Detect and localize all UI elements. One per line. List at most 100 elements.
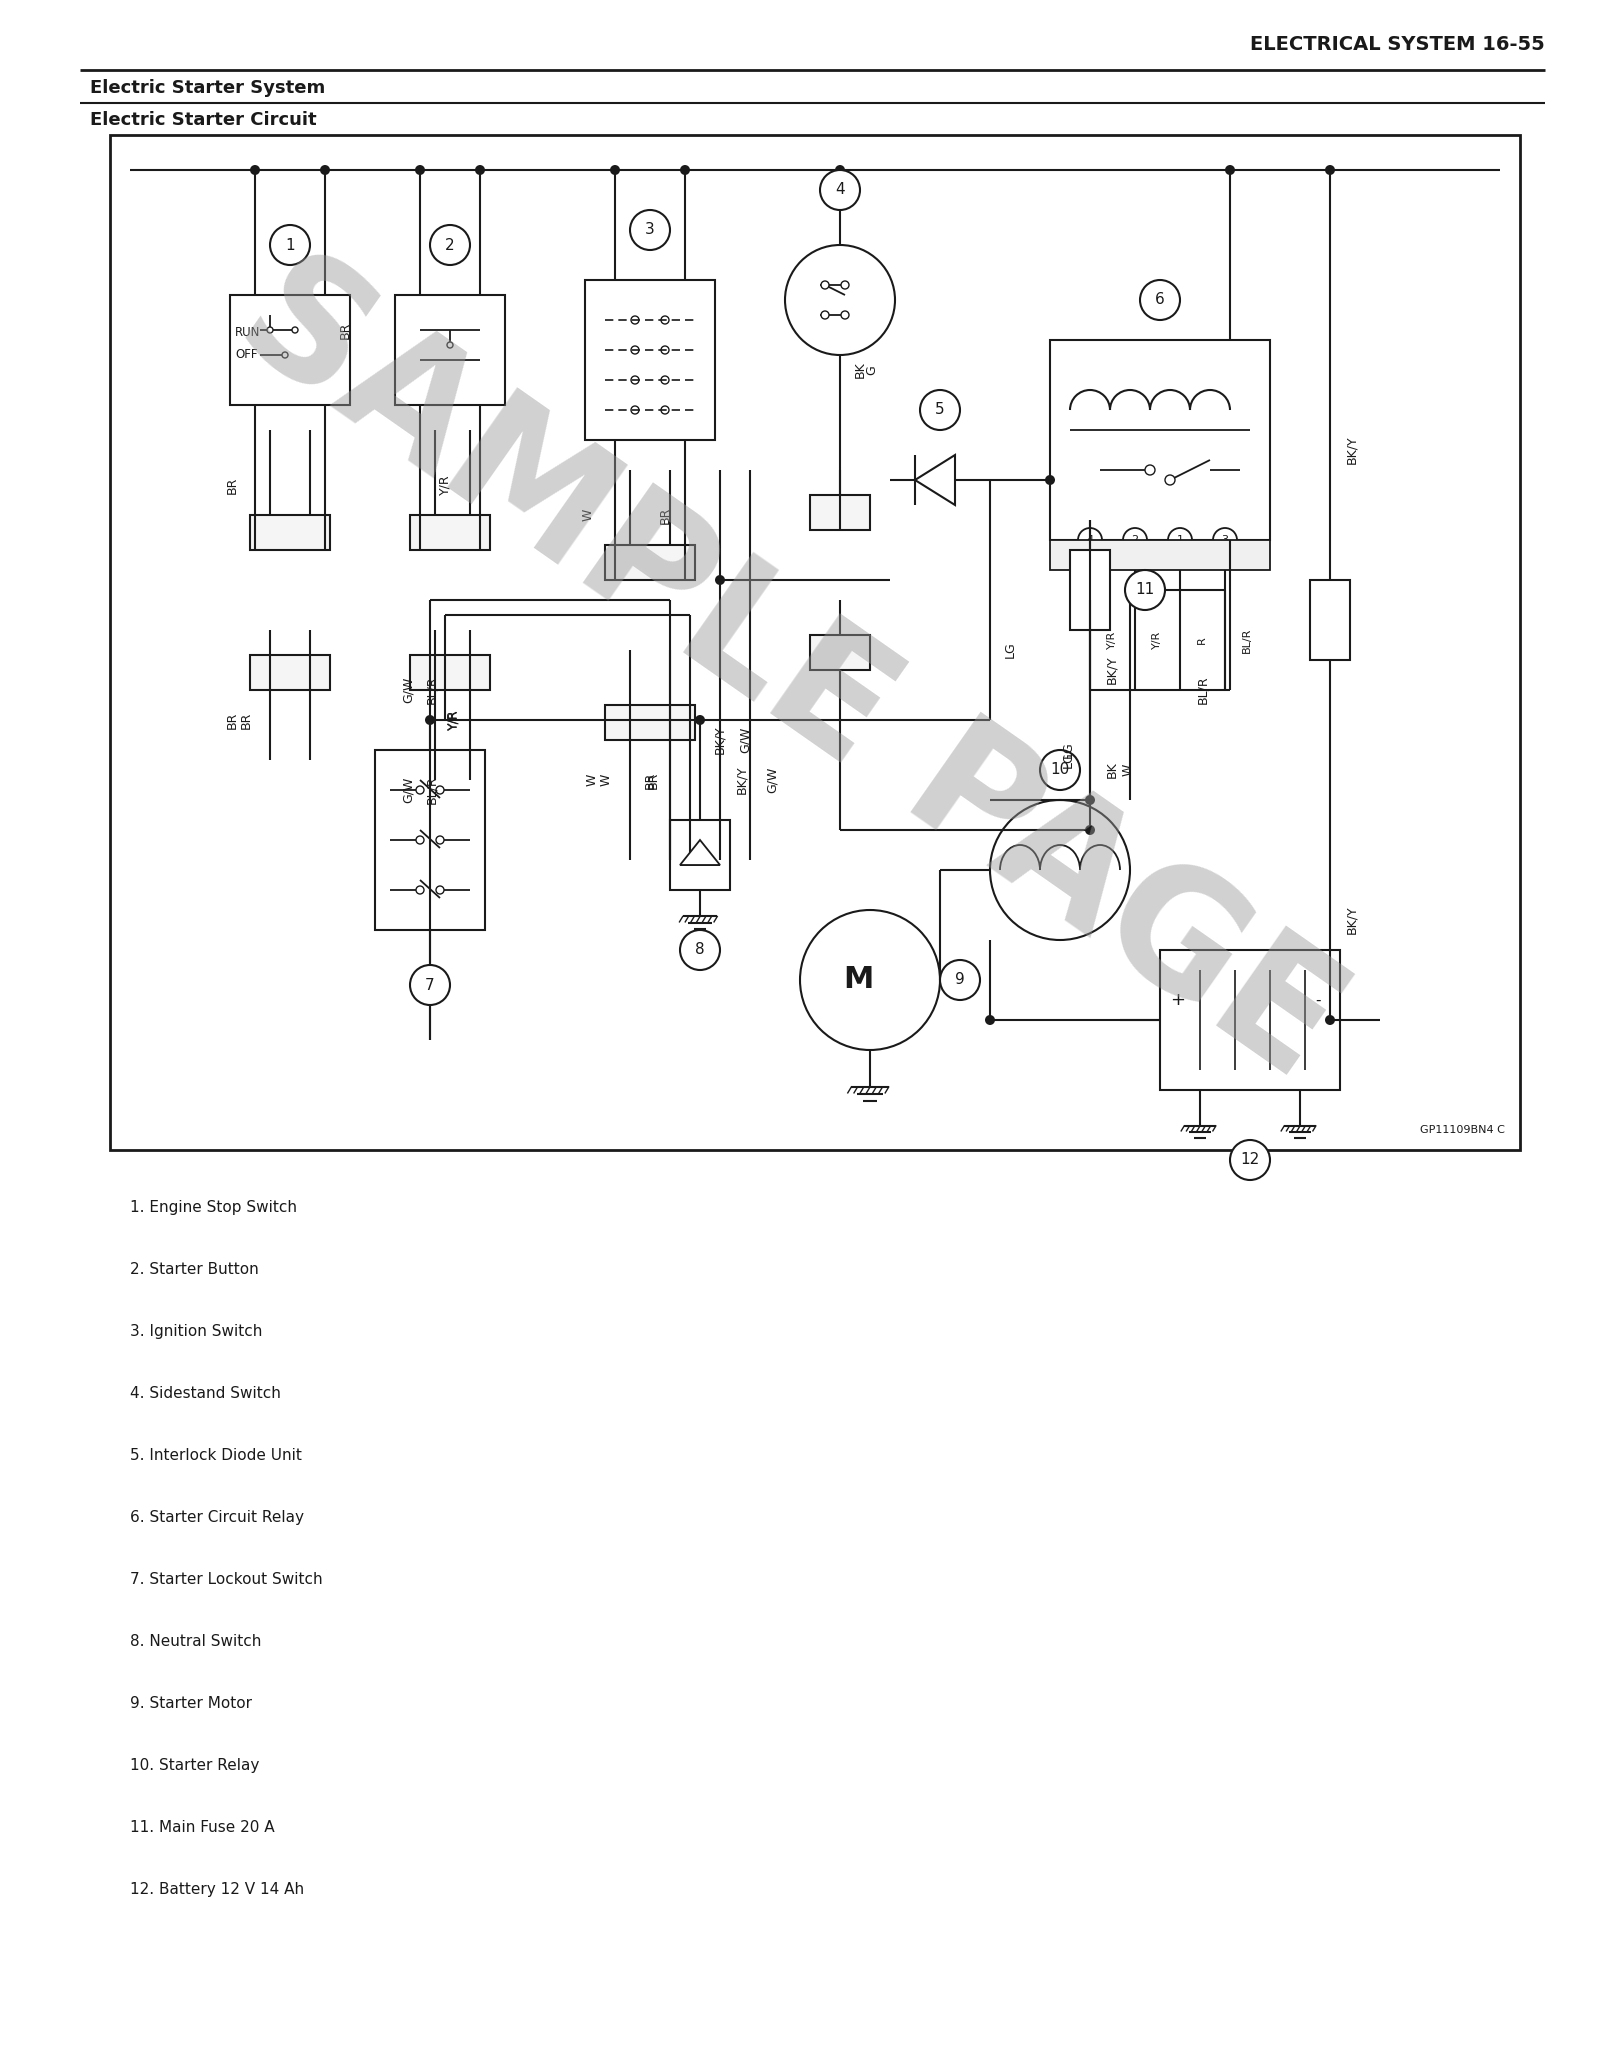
Bar — [1310, 580, 1350, 660]
Text: W: W — [600, 774, 613, 787]
Text: 4. Sidestand Switch: 4. Sidestand Switch — [130, 1387, 282, 1401]
Circle shape — [661, 317, 669, 325]
Text: 3: 3 — [1221, 534, 1229, 544]
Circle shape — [661, 346, 669, 354]
Circle shape — [630, 377, 638, 385]
Text: 3. Ignition Switch: 3. Ignition Switch — [130, 1325, 262, 1339]
Circle shape — [320, 166, 330, 176]
Circle shape — [835, 166, 845, 176]
Polygon shape — [680, 840, 720, 865]
Text: 7. Starter Lockout Switch: 7. Starter Lockout Switch — [130, 1571, 323, 1588]
Circle shape — [920, 389, 960, 431]
Circle shape — [800, 911, 941, 1049]
Circle shape — [630, 209, 670, 250]
Text: -: - — [1315, 992, 1320, 1008]
Text: 11: 11 — [1136, 582, 1155, 598]
Text: +: + — [1170, 992, 1186, 1008]
Circle shape — [630, 406, 638, 414]
Bar — [605, 544, 694, 580]
Circle shape — [715, 575, 725, 586]
Text: 8. Neutral Switch: 8. Neutral Switch — [130, 1633, 261, 1650]
Bar — [586, 279, 715, 441]
Circle shape — [410, 965, 450, 1006]
Text: R: R — [1197, 635, 1206, 644]
Circle shape — [1230, 1141, 1270, 1180]
Bar — [410, 654, 490, 689]
Circle shape — [1226, 166, 1235, 176]
Circle shape — [842, 310, 850, 319]
Text: W: W — [581, 509, 595, 522]
Text: RUN: RUN — [235, 325, 261, 339]
Text: M: M — [843, 965, 874, 994]
Text: G/W: G/W — [739, 727, 752, 753]
Circle shape — [941, 960, 979, 1000]
Circle shape — [1085, 826, 1094, 834]
Text: BK/Y: BK/Y — [1106, 656, 1118, 685]
Text: 2. Starter Button: 2. Starter Button — [130, 1263, 259, 1277]
Text: Y/R: Y/R — [1152, 631, 1162, 650]
Circle shape — [267, 327, 274, 333]
Text: BR: BR — [643, 772, 656, 789]
Text: LG: LG — [1003, 642, 1016, 658]
Bar — [230, 296, 350, 406]
Text: Y/R: Y/R — [1107, 631, 1117, 650]
Text: BR: BR — [226, 476, 238, 493]
Circle shape — [426, 714, 435, 724]
Text: ELECTRICAL SYSTEM 16-55: ELECTRICAL SYSTEM 16-55 — [1250, 35, 1546, 54]
Bar — [250, 654, 330, 689]
Text: G: G — [866, 364, 878, 375]
Circle shape — [250, 166, 259, 176]
Circle shape — [270, 226, 310, 265]
Text: G/W: G/W — [402, 776, 414, 803]
Text: 4: 4 — [1086, 534, 1093, 544]
Circle shape — [680, 166, 690, 176]
Circle shape — [282, 352, 288, 358]
Text: W: W — [586, 774, 598, 787]
Circle shape — [842, 282, 850, 290]
Circle shape — [694, 714, 706, 724]
Text: 7: 7 — [426, 977, 435, 992]
Circle shape — [435, 886, 445, 894]
Circle shape — [430, 226, 470, 265]
Text: Y/R: Y/R — [438, 474, 451, 495]
Text: G/W: G/W — [765, 766, 779, 793]
Text: 1: 1 — [1176, 534, 1184, 544]
Text: 1. Engine Stop Switch: 1. Engine Stop Switch — [130, 1201, 298, 1215]
Text: BL/R: BL/R — [1197, 675, 1210, 704]
Bar — [374, 749, 485, 929]
Text: 10: 10 — [1050, 762, 1070, 778]
Text: 2: 2 — [1131, 534, 1139, 544]
Text: Y/R: Y/R — [446, 710, 459, 731]
Text: BK/Y: BK/Y — [1346, 435, 1358, 464]
Circle shape — [416, 787, 424, 795]
Text: Electric Starter System: Electric Starter System — [90, 79, 325, 97]
Text: BR: BR — [659, 507, 672, 524]
Bar — [1070, 551, 1110, 629]
Text: 5: 5 — [934, 402, 946, 418]
Bar — [810, 635, 870, 671]
Text: 12. Battery 12 V 14 Ah: 12. Battery 12 V 14 Ah — [130, 1882, 304, 1896]
Bar — [810, 495, 870, 530]
Text: 12: 12 — [1240, 1153, 1259, 1167]
Text: BL/R: BL/R — [426, 675, 438, 704]
Text: 9. Starter Motor: 9. Starter Motor — [130, 1695, 253, 1712]
Bar — [250, 515, 330, 551]
Bar — [410, 515, 490, 551]
Text: G/W: G/W — [402, 677, 414, 704]
Text: 8: 8 — [694, 942, 706, 958]
Text: 9: 9 — [955, 973, 965, 987]
Polygon shape — [915, 455, 955, 505]
Text: SAMPLE PAGE: SAMPLE PAGE — [210, 230, 1370, 1110]
Text: 1: 1 — [285, 238, 294, 253]
Text: 3: 3 — [645, 221, 654, 238]
Bar — [605, 706, 694, 739]
Text: BR: BR — [339, 321, 352, 339]
Text: 5. Interlock Diode Unit: 5. Interlock Diode Unit — [130, 1449, 302, 1463]
Circle shape — [990, 799, 1130, 940]
Bar — [110, 135, 1520, 1151]
Circle shape — [1085, 795, 1094, 805]
Text: 6: 6 — [1155, 292, 1165, 308]
Text: GP11109BN4 C: GP11109BN4 C — [1421, 1124, 1506, 1134]
Text: BL/R: BL/R — [1242, 627, 1251, 652]
Circle shape — [661, 406, 669, 414]
